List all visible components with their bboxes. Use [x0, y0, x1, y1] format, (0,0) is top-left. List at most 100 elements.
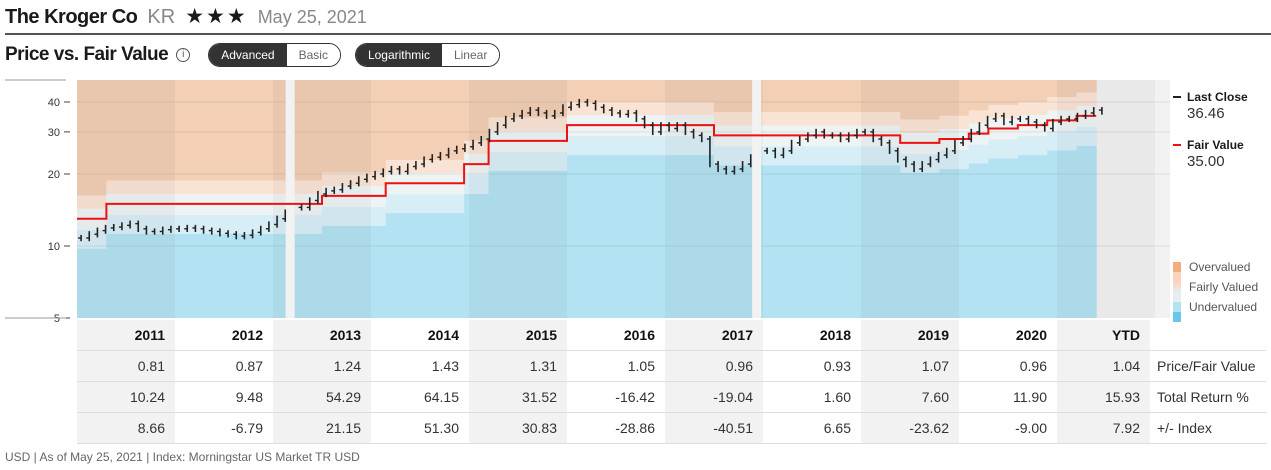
undervalued-band — [385, 213, 465, 318]
overvalued-band — [714, 80, 901, 113]
table-cell: -28.86 — [567, 412, 665, 444]
row-label: Total Return % — [1150, 381, 1266, 413]
overvalued-band — [900, 80, 940, 120]
last-close-label: Last Close — [1187, 90, 1248, 104]
table-cell: 0.81 — [77, 350, 175, 382]
year-header: 2012 — [175, 320, 273, 351]
year-header: 2016 — [567, 320, 665, 351]
data-gap — [285, 80, 295, 318]
y-tick-label: 20 — [48, 169, 60, 181]
year-header: 2015 — [469, 320, 567, 351]
fairly-high-band — [385, 160, 465, 174]
section-header: Price vs. Fair Value i Advanced Basic Lo… — [5, 43, 514, 67]
table-cell: 1.04 — [1057, 350, 1150, 382]
undervalued-band — [939, 168, 970, 318]
year-header: YTD — [1057, 320, 1150, 351]
table-cell: 30.83 — [469, 412, 567, 444]
valuation-legend: Overvalued Fairly Valued Undervalued — [1173, 260, 1259, 322]
table-cell: 1.07 — [861, 350, 959, 382]
fairly-high-band — [1047, 97, 1078, 111]
overvalued-band — [968, 80, 989, 111]
fairly-high-band — [900, 119, 940, 133]
table-cell: 21.15 — [273, 412, 371, 444]
year-header: 2014 — [371, 320, 469, 351]
table-cell: -40.51 — [665, 412, 763, 444]
fairly-low-band — [77, 229, 107, 249]
overvalued-band — [939, 80, 970, 116]
table-cell: 7.92 — [1057, 412, 1150, 444]
fairly-high-band — [968, 110, 989, 124]
column-shade — [665, 80, 763, 318]
row-label: +/- Index — [1150, 412, 1266, 444]
header-divider — [5, 33, 1271, 35]
year-header: 2011 — [77, 320, 175, 351]
overvalued-band — [322, 80, 387, 173]
fairly-low-band — [385, 194, 465, 214]
fairly-high-band — [1017, 102, 1048, 116]
last-close-swatch — [1173, 96, 1181, 98]
year-header: 2020 — [959, 320, 1057, 351]
overvalued-band — [1047, 80, 1078, 98]
undervalued-swatch — [1173, 302, 1181, 322]
as-of-date: May 25, 2021 — [257, 7, 367, 27]
fairly-low-band — [322, 206, 387, 226]
undervalued-band — [567, 155, 715, 318]
fairly-low-band — [567, 136, 715, 156]
table-cell: -23.62 — [861, 412, 959, 444]
star-rating: ★★★ — [185, 5, 248, 28]
fairly-valued-label: Fairly Valued — [1189, 280, 1259, 294]
fairly-high-band — [464, 140, 490, 155]
undervalued-band — [488, 170, 568, 318]
fairly-low-band — [988, 139, 1019, 159]
fairly-high-band — [488, 117, 568, 132]
undervalued-band — [714, 165, 901, 318]
undervalued-band — [77, 248, 107, 318]
fairly-low-band — [464, 175, 490, 194]
undervalued-band — [988, 158, 1019, 318]
basic-button[interactable]: Basic — [286, 44, 340, 66]
overvalued-band — [1076, 80, 1097, 93]
table-cell: 0.96 — [665, 350, 763, 382]
undervalued-band — [464, 193, 490, 318]
fairly-low-band — [488, 151, 568, 171]
undervalued-band — [1017, 155, 1048, 318]
last-close-value: 36.46 — [1187, 105, 1225, 122]
overvalued-band — [464, 80, 490, 141]
table-row: 8.66 -6.79 21.15 51.30 30.83 -28.86 -40.51 6.65… — [0, 412, 1266, 444]
overvalued-band — [988, 80, 1019, 106]
column-shade — [77, 80, 175, 318]
table-cell: 6.65 — [763, 412, 861, 444]
table-cell: 51.30 — [371, 412, 469, 444]
year-header: 2013 — [273, 320, 371, 351]
advanced-button[interactable]: Advanced — [209, 44, 287, 66]
fair-value-line — [77, 114, 1097, 220]
fairly-low-band — [1017, 136, 1048, 156]
fairly-high-band — [1076, 92, 1097, 106]
fairly-high-band — [77, 195, 107, 209]
table-cell: 1.31 — [469, 350, 567, 382]
table-cell: 31.52 — [469, 381, 567, 413]
row-label: Price/Fair Value — [1150, 350, 1266, 382]
undervalued-band — [1047, 150, 1078, 318]
overvalued-band — [1017, 80, 1048, 102]
linear-button[interactable]: Linear — [441, 44, 500, 66]
undervalued-band — [968, 163, 989, 318]
table-cell: 11.90 — [959, 381, 1057, 413]
table-cell: 1.05 — [567, 350, 665, 382]
fairly-low-band — [1047, 131, 1078, 151]
legend-last-close: Last Close 36.46 — [1173, 90, 1248, 122]
annual-stats-table: 2011 2012 2013 2014 2015 2016 2017 2018 … — [0, 320, 1266, 444]
y-tick-label: 10 — [48, 241, 60, 253]
fair-value-value: 35.00 — [1187, 153, 1225, 170]
fairly-high-band — [322, 172, 387, 186]
table-cell: 1.43 — [371, 350, 469, 382]
logarithmic-button[interactable]: Logarithmic — [355, 44, 442, 66]
undervalued-band — [900, 172, 940, 318]
overvalued-label: Overvalued — [1189, 260, 1251, 274]
fairly-high-band — [939, 115, 970, 130]
legend-fair-value: Fair Value 35.00 — [1173, 138, 1244, 170]
table-cell: 1.24 — [273, 350, 371, 382]
info-icon[interactable]: i — [176, 48, 191, 62]
table-cell: 10.24 — [77, 381, 175, 413]
table-cell: -19.04 — [665, 381, 763, 413]
